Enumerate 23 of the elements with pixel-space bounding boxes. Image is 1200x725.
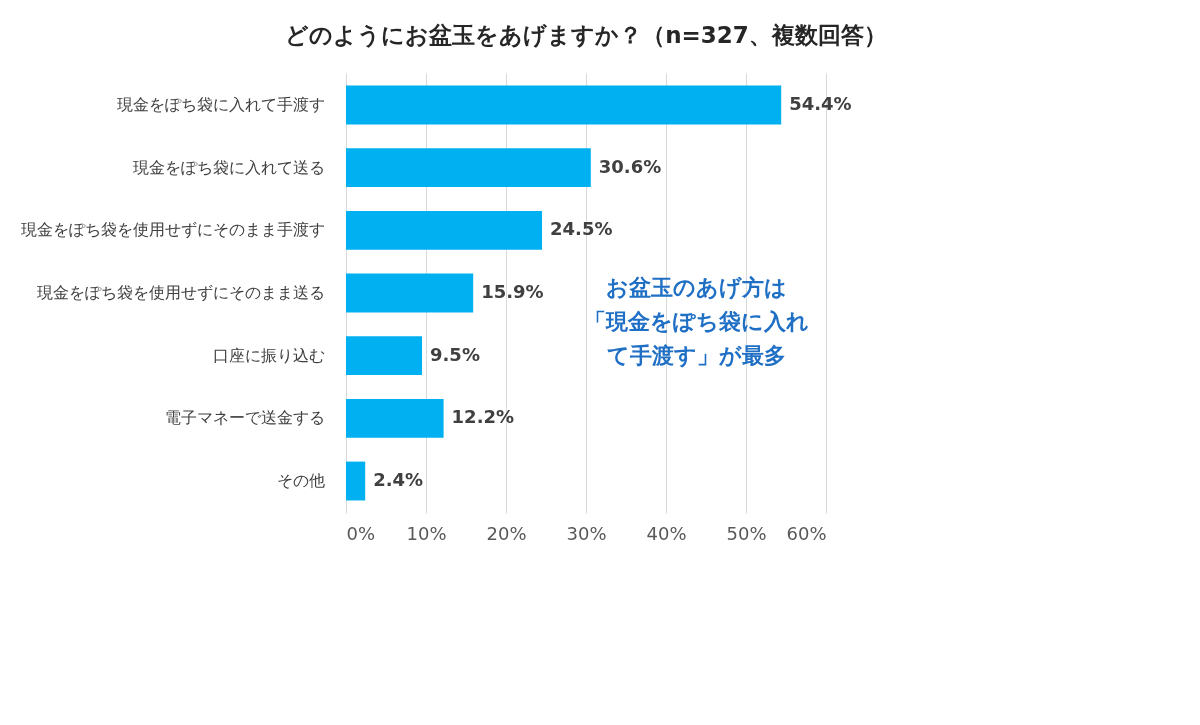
data-label: 2.4%: [373, 469, 424, 491]
y-tick-label: 現金をぽち袋に入れて送る: [132, 157, 325, 177]
x-tick-label: 10%: [406, 522, 447, 544]
x-tick-label: 60%: [786, 522, 827, 544]
x-tick-label: 40%: [646, 522, 687, 544]
x-tick-label: 20%: [486, 522, 527, 544]
x-tick-label: 30%: [566, 522, 607, 544]
y-tick-label: 口座に振り込む: [212, 345, 325, 365]
data-label: 12.2%: [451, 406, 515, 428]
chart-title: どのようにお盆玉をあげますか？（n=327、複数回答）: [285, 22, 887, 48]
y-tick-label: 電子マネーで送金する: [164, 408, 325, 428]
data-label: 54.4%: [789, 92, 852, 114]
x-tick-label: 50%: [726, 522, 767, 544]
y-tick-label: 現金をぽち袋に入れて手渡す: [116, 94, 325, 114]
annotation: お盆玉のあげ方は「現金をぽち袋に入れて手渡す」が最多: [583, 275, 809, 368]
data-label: 24.5%: [550, 218, 613, 240]
y-tick-label: その他: [276, 471, 325, 491]
y-tick-label: 現金をぽち袋を使用せずにそのまま送る: [36, 283, 325, 302]
x-tick-label: 0%: [346, 522, 376, 544]
data-label: 15.9%: [481, 281, 544, 302]
data-label: 30.6%: [598, 155, 662, 177]
y-tick-label: 現金をぽち袋を使用せずにそのまま手渡す: [20, 220, 325, 240]
data-label: 9.5%: [430, 343, 480, 365]
